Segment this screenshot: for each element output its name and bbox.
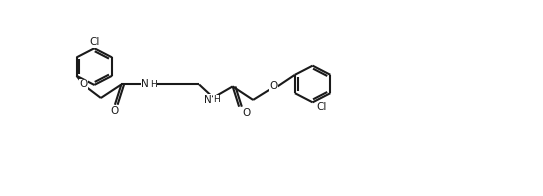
Text: N: N bbox=[141, 79, 149, 90]
Text: Cl: Cl bbox=[316, 102, 326, 112]
Text: H: H bbox=[150, 80, 157, 89]
Text: Cl: Cl bbox=[89, 37, 99, 47]
Text: N: N bbox=[204, 95, 212, 105]
Text: H: H bbox=[213, 95, 220, 104]
Text: O: O bbox=[79, 79, 87, 90]
Text: O: O bbox=[242, 108, 250, 118]
Text: O: O bbox=[111, 106, 119, 116]
Text: O: O bbox=[269, 81, 278, 91]
